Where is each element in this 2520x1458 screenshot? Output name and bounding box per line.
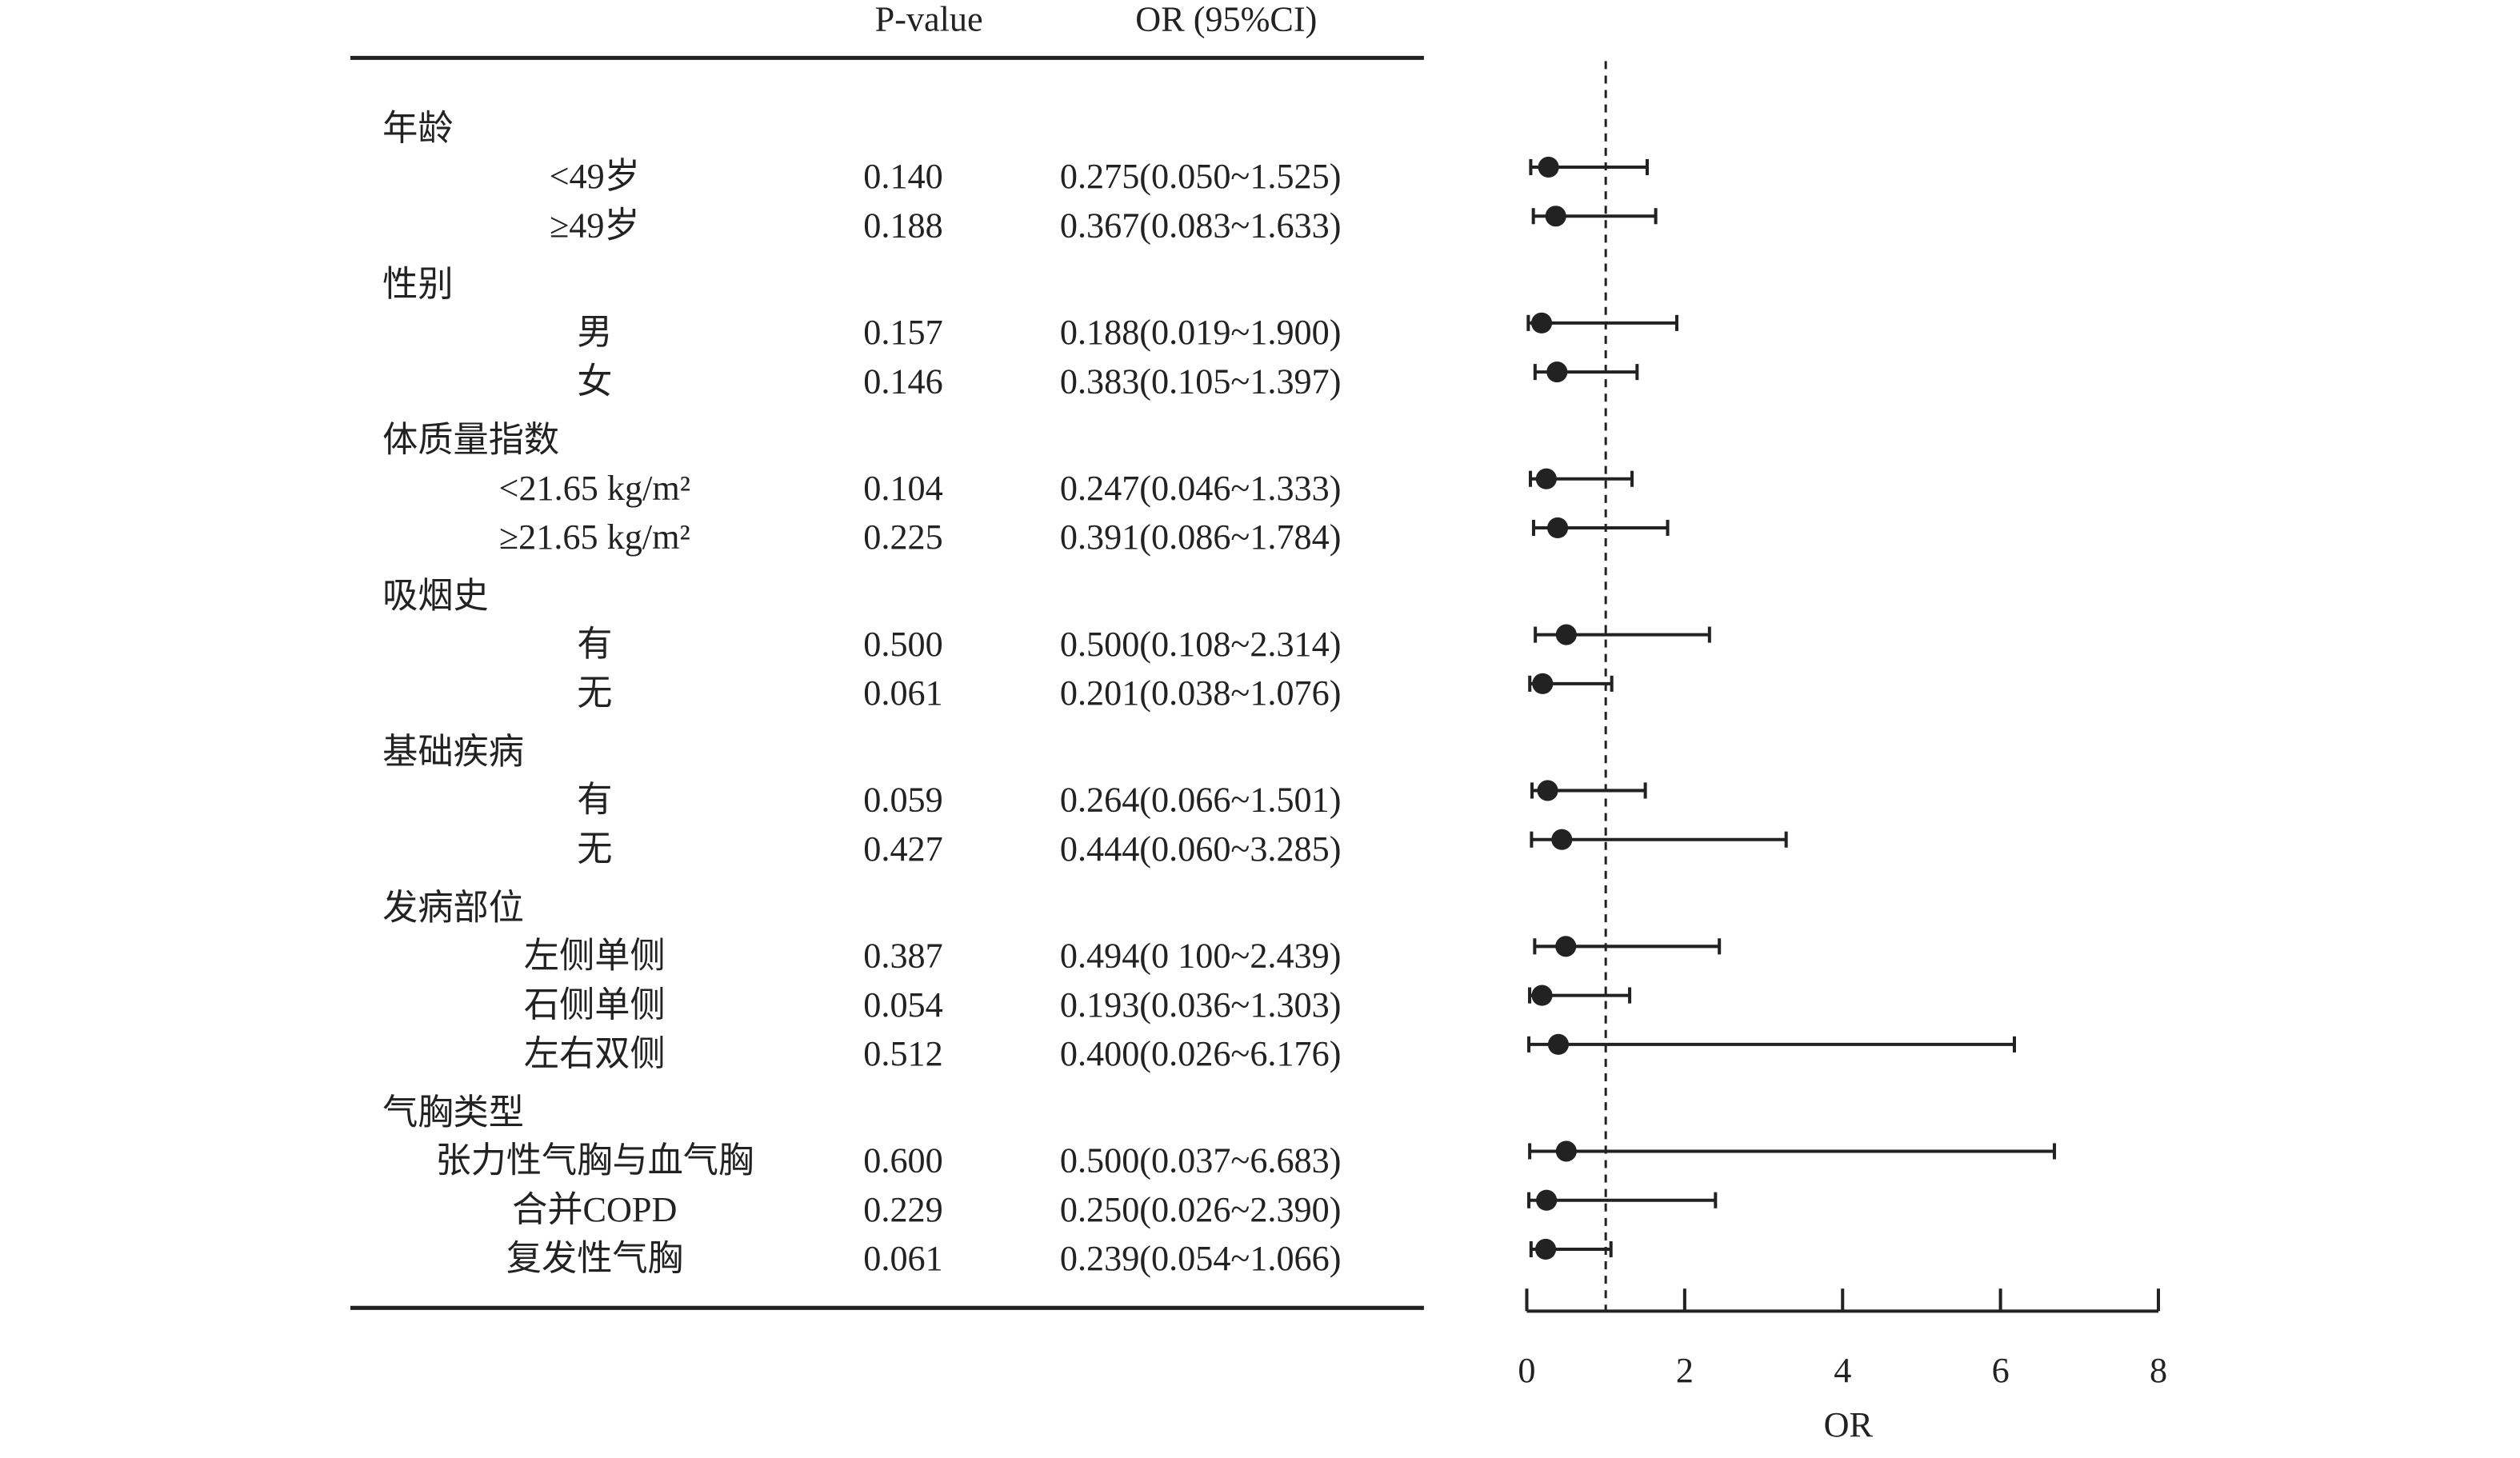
p-value: 0.054	[863, 985, 942, 1025]
p-value: 0.061	[863, 1239, 942, 1278]
row-label: 复发性气胸	[506, 1239, 683, 1278]
row-label: ≥49岁	[550, 206, 640, 245]
group-label: 年龄	[382, 109, 453, 148]
row-label: 无	[577, 673, 612, 713]
or-ci: 0.494(0 100~2.439)	[1060, 937, 1342, 976]
column-header: P-value	[875, 0, 983, 38]
x-tick-label: 2	[1676, 1351, 1694, 1390]
row-label: 张力性气胸与血气胸	[435, 1141, 754, 1180]
or-ci: 0.391(0.086~1.784)	[1060, 517, 1342, 557]
p-value: 0.427	[863, 829, 942, 869]
row-label: ≥21.65 kg/m²	[499, 517, 690, 557]
or-point	[1536, 1189, 1558, 1211]
or-point	[1537, 780, 1558, 801]
or-ci: 0.367(0.083~1.633)	[1060, 206, 1342, 245]
or-ci: 0.500(0.037~6.683)	[1060, 1141, 1342, 1180]
x-tick-label: 4	[1834, 1351, 1851, 1390]
or-point	[1538, 156, 1559, 178]
or-point	[1535, 1238, 1557, 1260]
or-ci: 0.239(0.054~1.066)	[1060, 1239, 1342, 1278]
or-ci: 0.500(0.108~2.314)	[1060, 625, 1342, 664]
x-tick-label: 6	[1992, 1351, 2010, 1390]
or-point	[1535, 468, 1557, 489]
p-value: 0.061	[863, 673, 942, 713]
row-label: <21.65 kg/m²	[499, 469, 690, 508]
p-value: 0.387	[863, 937, 942, 976]
or-ci: 0.400(0.026~6.176)	[1060, 1034, 1342, 1073]
or-point	[1555, 624, 1577, 645]
x-tick-label: 0	[1518, 1351, 1535, 1390]
row-label: 左右双侧	[524, 1034, 666, 1073]
p-value: 0.104	[863, 469, 942, 508]
row-label: <49岁	[550, 157, 640, 196]
x-tick-label: 8	[2150, 1351, 2167, 1390]
column-header: OR (95%CI)	[1135, 0, 1317, 38]
or-ci: 0.193(0.036~1.303)	[1060, 985, 1342, 1025]
or-ci: 0.247(0.046~1.333)	[1060, 469, 1342, 508]
p-value: 0.229	[863, 1190, 942, 1229]
p-value: 0.512	[863, 1034, 942, 1073]
or-point	[1555, 936, 1577, 957]
group-label: 气胸类型	[382, 1093, 524, 1132]
p-value: 0.225	[863, 517, 942, 557]
row-label: 有	[577, 625, 612, 664]
p-value: 0.188	[863, 206, 942, 245]
row-label: 无	[577, 829, 612, 869]
p-value: 0.500	[863, 625, 942, 664]
or-ci: 0.444(0.060~3.285)	[1060, 829, 1342, 869]
or-ci: 0.201(0.038~1.076)	[1060, 673, 1342, 713]
or-ci: 0.275(0.050~1.525)	[1060, 157, 1342, 196]
x-axis-label: OR	[1824, 1405, 1874, 1444]
group-label: 性别	[382, 265, 453, 304]
or-point	[1547, 517, 1569, 539]
row-label: 左侧单侧	[524, 937, 666, 976]
row-label: 女	[577, 362, 612, 401]
or-point	[1531, 985, 1553, 1006]
p-value: 0.157	[863, 313, 942, 352]
group-label: 体质量指数	[382, 421, 559, 460]
p-value: 0.600	[863, 1141, 942, 1180]
group-label: 发病部位	[382, 888, 524, 927]
row-label: 石侧单侧	[524, 985, 666, 1025]
or-ci: 0.383(0.105~1.397)	[1060, 362, 1342, 401]
row-label: 合并COPD	[512, 1190, 677, 1229]
p-value: 0.140	[863, 157, 942, 196]
group-label: 吸烟史	[382, 577, 489, 616]
or-point	[1555, 1140, 1577, 1162]
or-point	[1532, 673, 1554, 694]
or-point	[1551, 829, 1573, 850]
or-ci: 0.188(0.019~1.900)	[1060, 313, 1342, 352]
p-value: 0.146	[863, 362, 942, 401]
or-ci: 0.264(0.066~1.501)	[1060, 781, 1342, 820]
or-ci: 0.250(0.026~2.390)	[1060, 1190, 1342, 1229]
group-label: 基础疾病	[382, 732, 524, 771]
row-label: 有	[577, 781, 612, 820]
or-point	[1546, 362, 1568, 383]
p-value: 0.059	[863, 781, 942, 820]
or-point	[1530, 312, 1553, 334]
row-label: 男	[577, 313, 612, 352]
or-point	[1547, 1033, 1570, 1055]
or-point	[1545, 206, 1566, 227]
